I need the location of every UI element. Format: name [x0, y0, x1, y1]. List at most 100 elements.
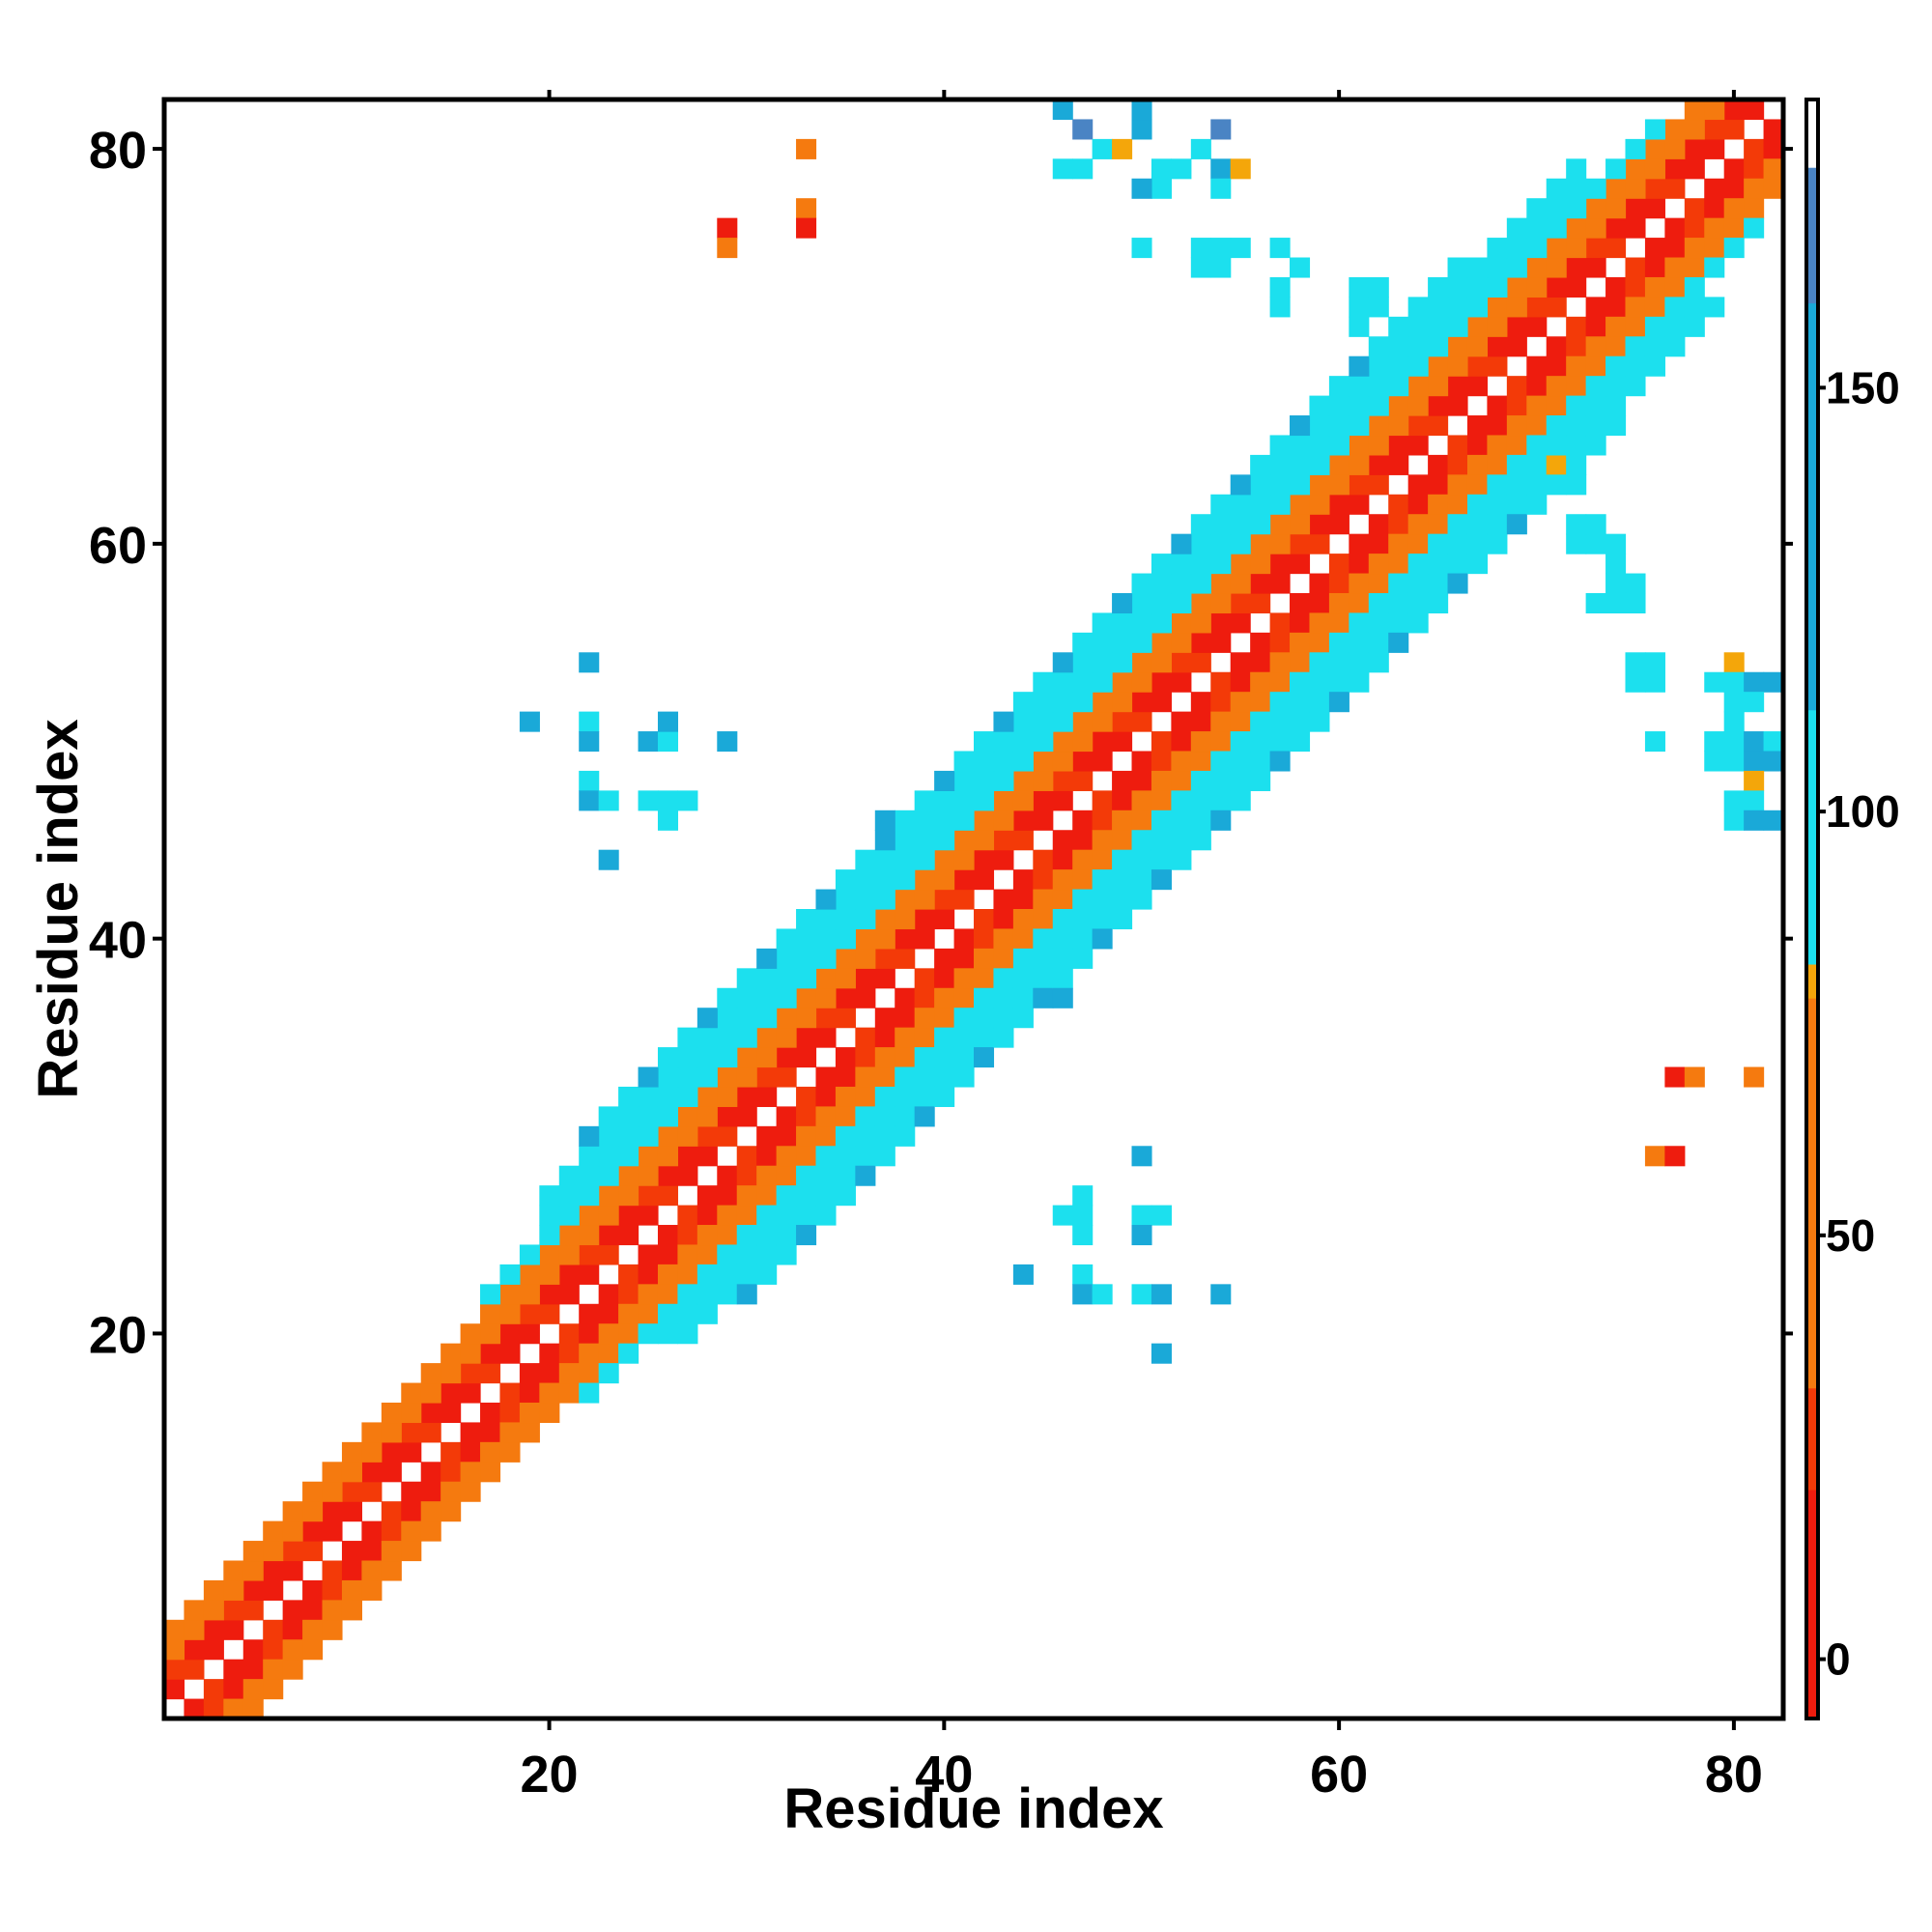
heatmap-cell: [1072, 632, 1094, 653]
heatmap-cell: [282, 1600, 303, 1621]
heatmap-cell: [519, 1244, 540, 1265]
heatmap-cell: [776, 1066, 797, 1088]
heatmap-cell: [1566, 336, 1587, 357]
heatmap-cell: [1072, 810, 1094, 831]
heatmap-cell: [1190, 770, 1211, 791]
heatmap-cell: [1072, 751, 1094, 772]
heatmap-cell: [1290, 454, 1311, 475]
heatmap-cell: [1407, 554, 1429, 575]
heatmap-cell: [914, 830, 935, 851]
heatmap-cell: [696, 1008, 718, 1029]
heatmap-cell: [756, 1205, 778, 1226]
heatmap-cell: [1428, 395, 1449, 416]
heatmap-cell: [1190, 573, 1211, 594]
heatmap-cell: [934, 849, 955, 870]
heatmap-cell: [1684, 138, 1705, 159]
heatmap-cell: [1290, 692, 1311, 713]
heatmap-cell: [914, 968, 935, 989]
heatmap-cell: [1151, 692, 1172, 713]
heatmap-cell: [1171, 158, 1192, 180]
heatmap-cell: [815, 968, 837, 989]
heatmap-cell: [1744, 751, 1765, 772]
heatmap-cell: [1072, 1284, 1094, 1305]
heatmap-cell: [1171, 731, 1192, 753]
heatmap-cell: [1487, 474, 1508, 496]
heatmap-cell: [1388, 376, 1409, 397]
heatmap-cell: [440, 1462, 462, 1483]
heatmap-cell: [756, 1008, 778, 1029]
heatmap-cell: [914, 1027, 935, 1048]
heatmap-cell: [874, 1047, 895, 1068]
heatmap-cell: [618, 1185, 639, 1207]
heatmap-cell: [223, 1659, 244, 1680]
heatmap-cell: [1487, 395, 1508, 416]
heatmap-cell: [1210, 751, 1232, 772]
heatmap-cell: [1349, 671, 1370, 693]
heatmap-cell: [1684, 119, 1705, 140]
heatmap-cell: [539, 1303, 560, 1324]
heatmap-cell: [1388, 454, 1409, 475]
heatmap-cell: [1704, 751, 1725, 772]
heatmap-cell: [1269, 514, 1291, 535]
heatmap-cell: [1269, 731, 1291, 753]
heatmap-cell: [1684, 276, 1705, 298]
heatmap-cell: [1230, 711, 1251, 732]
heatmap-cell: [1131, 889, 1152, 910]
heatmap-cell: [1131, 790, 1152, 811]
heatmap-cell: [618, 1146, 639, 1167]
heatmap-cell: [1526, 454, 1548, 475]
heatmap-cell: [558, 1185, 580, 1207]
heatmap-cell: [1368, 632, 1389, 653]
heatmap-cell: [1684, 297, 1705, 318]
heatmap-cell: [1744, 178, 1765, 199]
heatmap-cell: [1625, 592, 1646, 614]
heatmap-cell: [1506, 238, 1527, 259]
heatmap-cell: [1407, 355, 1429, 377]
x-tick-label: 40: [915, 1746, 973, 1804]
heatmap-cell: [1230, 554, 1251, 575]
heatmap-cell: [460, 1481, 481, 1502]
heatmap-cell: [1131, 1146, 1152, 1167]
heatmap-cell: [1546, 198, 1567, 219]
heatmap-cell: [282, 1541, 303, 1562]
heatmap-cell: [519, 1402, 540, 1424]
heatmap-cell: [1230, 692, 1251, 713]
heatmap-cell: [1605, 316, 1627, 337]
heatmap-cell: [558, 1382, 580, 1404]
heatmap-cell: [874, 1066, 895, 1088]
heatmap-cell: [1566, 514, 1587, 535]
heatmap-cell: [1230, 592, 1251, 614]
heatmap-cell: [579, 711, 600, 732]
heatmap-cell: [1269, 554, 1291, 575]
heatmap-cell: [361, 1579, 383, 1601]
heatmap-cell: [579, 1303, 600, 1324]
heatmap-cell: [677, 1165, 698, 1186]
heatmap-cell: [696, 1303, 718, 1324]
heatmap-cell: [618, 1343, 639, 1364]
heatmap-cell: [1052, 711, 1073, 732]
heatmap-cell: [1328, 494, 1350, 515]
heatmap-cell: [874, 869, 895, 891]
heatmap-cell: [539, 1343, 560, 1364]
heatmap-cell: [1328, 652, 1350, 673]
heatmap-cell: [1447, 494, 1468, 515]
heatmap-cell: [1585, 198, 1606, 219]
heatmap-cell: [401, 1481, 422, 1502]
heatmap-cell: [1546, 336, 1567, 357]
heatmap-cell: [1466, 474, 1489, 496]
heatmap-cell: [1585, 316, 1606, 337]
heatmap-cell: [598, 1225, 619, 1246]
heatmap-cell: [1190, 632, 1211, 653]
heatmap-cell: [1388, 612, 1409, 634]
heatmap-cell: [1112, 138, 1133, 159]
heatmap-cell: [420, 1422, 441, 1443]
heatmap-cell: [974, 830, 995, 851]
heatmap-cell: [1112, 632, 1133, 653]
heatmap-cell: [302, 1520, 324, 1542]
heatmap-cell: [677, 1106, 698, 1127]
heatmap-cell: [1744, 99, 1765, 121]
heatmap-cell: [934, 987, 955, 1009]
heatmap-cell: [1112, 790, 1133, 811]
heatmap-cell: [1131, 830, 1152, 851]
heatmap-cell: [1388, 573, 1409, 594]
